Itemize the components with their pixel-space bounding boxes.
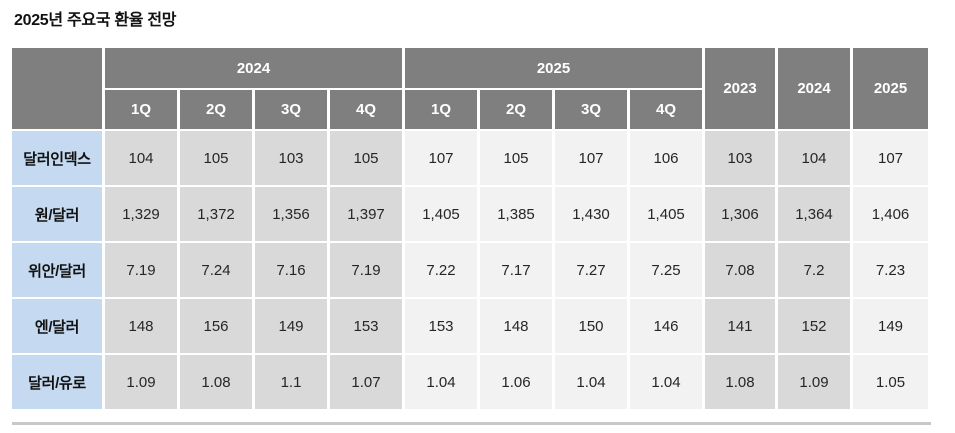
- cell-value: 1,356: [255, 187, 327, 241]
- table-row-usd-eur: 달러/유로 1.09 1.08 1.1 1.07 1.04 1.06 1.04 …: [12, 355, 928, 409]
- cell-value: 104: [105, 131, 177, 185]
- cell-value: 7.27: [555, 243, 627, 297]
- header-quarter-2025-3q: 3Q: [555, 90, 627, 129]
- cell-value: 1.04: [630, 355, 702, 409]
- cell-value: 107: [405, 131, 477, 185]
- cell-value: 7.17: [480, 243, 552, 297]
- header-quarter-2025-1q: 1Q: [405, 90, 477, 129]
- cell-value: 146: [630, 299, 702, 353]
- header-quarter-2024-1q: 1Q: [105, 90, 177, 129]
- cell-value: 7.19: [105, 243, 177, 297]
- header-group-2024: 2024: [105, 48, 402, 88]
- header-quarter-2024-4q: 4Q: [330, 90, 402, 129]
- header-annual-2025: 2025: [853, 48, 928, 129]
- cell-value: 104: [778, 131, 850, 185]
- cell-value: 107: [853, 131, 928, 185]
- cell-value: 1,385: [480, 187, 552, 241]
- header-quarter-2024-3q: 3Q: [255, 90, 327, 129]
- cell-value: 1,397: [330, 187, 402, 241]
- cell-value: 1,306: [705, 187, 775, 241]
- cell-value: 1,405: [630, 187, 702, 241]
- row-label: 원/달러: [12, 187, 102, 241]
- cell-value: 7.2: [778, 243, 850, 297]
- cell-value: 1.08: [180, 355, 252, 409]
- cell-value: 153: [330, 299, 402, 353]
- table-row-dollar-index: 달러인덱스 104 105 103 105 107 105 107 106 10…: [12, 131, 928, 185]
- cell-value: 7.08: [705, 243, 775, 297]
- header-corner-cell: [12, 48, 102, 129]
- bottom-divider: [12, 422, 931, 425]
- cell-value: 1,405: [405, 187, 477, 241]
- cell-value: 1.1: [255, 355, 327, 409]
- cell-value: 1,372: [180, 187, 252, 241]
- row-label: 달러/유로: [12, 355, 102, 409]
- cell-value: 7.22: [405, 243, 477, 297]
- cell-value: 105: [180, 131, 252, 185]
- header-annual-2023: 2023: [705, 48, 775, 129]
- header-quarter-2025-4q: 4Q: [630, 90, 702, 129]
- table-row-cny-usd: 위안/달러 7.19 7.24 7.16 7.19 7.22 7.17 7.27…: [12, 243, 928, 297]
- cell-value: 1,430: [555, 187, 627, 241]
- cell-value: 152: [778, 299, 850, 353]
- cell-value: 1,364: [778, 187, 850, 241]
- cell-value: 1.09: [105, 355, 177, 409]
- cell-value: 1.04: [555, 355, 627, 409]
- cell-value: 1.06: [480, 355, 552, 409]
- cell-value: 103: [705, 131, 775, 185]
- cell-value: 1,329: [105, 187, 177, 241]
- row-label: 엔/달러: [12, 299, 102, 353]
- cell-value: 7.24: [180, 243, 252, 297]
- cell-value: 1.04: [405, 355, 477, 409]
- header-group-2025: 2025: [405, 48, 702, 88]
- cell-value: 7.19: [330, 243, 402, 297]
- cell-value: 105: [330, 131, 402, 185]
- cell-value: 148: [105, 299, 177, 353]
- row-label: 달러인덱스: [12, 131, 102, 185]
- cell-value: 1.09: [778, 355, 850, 409]
- cell-value: 7.25: [630, 243, 702, 297]
- cell-value: 103: [255, 131, 327, 185]
- cell-value: 1.07: [330, 355, 402, 409]
- cell-value: 106: [630, 131, 702, 185]
- cell-value: 1,406: [853, 187, 928, 241]
- cell-value: 1.05: [853, 355, 928, 409]
- table-row-jpy-usd: 엔/달러 148 156 149 153 153 148 150 146 141…: [12, 299, 928, 353]
- page-title: 2025년 주요국 환율 전망: [14, 12, 177, 29]
- cell-value: 107: [555, 131, 627, 185]
- cell-value: 1.08: [705, 355, 775, 409]
- fx-forecast-table: 2024 2025 2023 2024 2025 1Q 2Q 3Q 4Q 1Q …: [9, 46, 931, 411]
- cell-value: 7.16: [255, 243, 327, 297]
- cell-value: 150: [555, 299, 627, 353]
- cell-value: 153: [405, 299, 477, 353]
- cell-value: 148: [480, 299, 552, 353]
- cell-value: 7.23: [853, 243, 928, 297]
- header-annual-2024: 2024: [778, 48, 850, 129]
- header-quarter-2024-2q: 2Q: [180, 90, 252, 129]
- cell-value: 156: [180, 299, 252, 353]
- cell-value: 149: [853, 299, 928, 353]
- row-label: 위안/달러: [12, 243, 102, 297]
- cell-value: 105: [480, 131, 552, 185]
- cell-value: 141: [705, 299, 775, 353]
- table-row-krw-usd: 원/달러 1,329 1,372 1,356 1,397 1,405 1,385…: [12, 187, 928, 241]
- cell-value: 149: [255, 299, 327, 353]
- header-quarter-2025-2q: 2Q: [480, 90, 552, 129]
